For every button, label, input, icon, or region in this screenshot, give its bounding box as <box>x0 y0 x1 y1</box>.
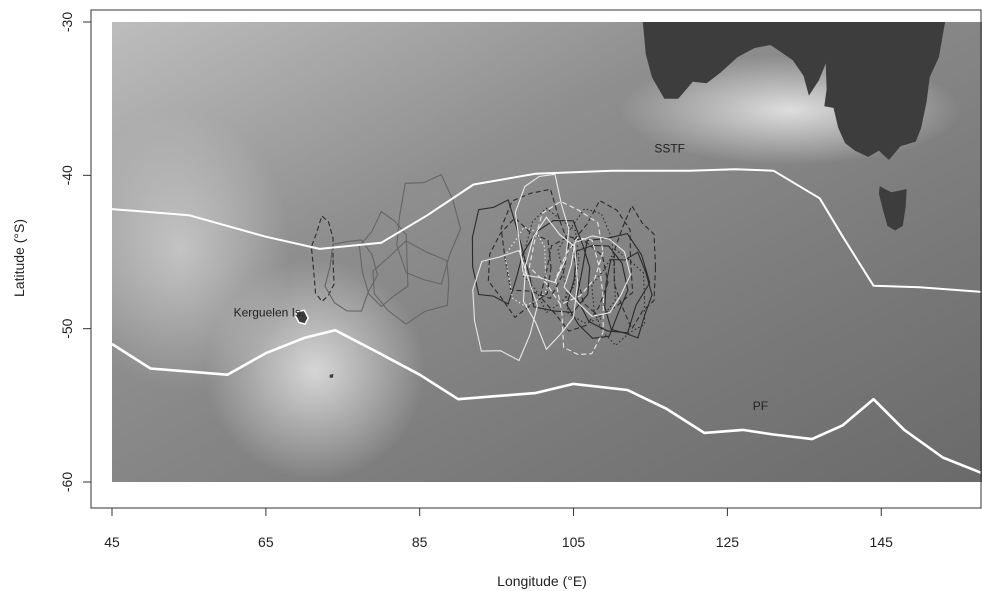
y-tick-label: -50 <box>59 318 75 338</box>
landmass-australia <box>642 22 982 160</box>
x-axis: 45 65 85 105 125 145 <box>104 507 894 550</box>
map-area: Kerguelen Is. SSTF PF <box>112 22 982 482</box>
map-label: SSTF <box>654 141 685 155</box>
shelf-shade-west <box>112 110 290 390</box>
home-range-contour <box>521 207 580 314</box>
y-tick-label: -30 <box>59 12 75 32</box>
x-tick-label: 105 <box>562 534 586 550</box>
front-line-sstf <box>112 168 982 293</box>
x-tick-label: 65 <box>258 534 274 550</box>
home-range-contour <box>554 237 604 356</box>
home-range-contour <box>591 248 646 347</box>
x-tick-label: 125 <box>716 534 740 550</box>
front-line-layer <box>112 168 982 475</box>
home-range-contour <box>396 173 462 285</box>
home-range-contour <box>372 240 450 325</box>
home-range-contour <box>500 188 570 300</box>
home-range-contour <box>514 173 570 284</box>
landmass-heard <box>329 373 334 378</box>
home-range-contour <box>563 235 631 317</box>
x-axis-label: Longitude (°E) <box>497 573 587 589</box>
x-tick-label: 145 <box>870 534 894 550</box>
contour-layer <box>310 173 657 362</box>
landmass-layer <box>295 22 982 378</box>
y-tick-label: -60 <box>59 472 75 492</box>
x-tick-label: 45 <box>104 534 120 550</box>
y-tick-label: -40 <box>59 165 75 185</box>
landmass-tasmania <box>878 186 907 231</box>
home-range-contour <box>576 232 651 334</box>
home-range-contour <box>566 244 629 339</box>
map-label: Kerguelen Is. <box>234 305 305 319</box>
front-line-pf <box>112 328 982 475</box>
map-label-layer: Kerguelen Is. SSTF PF <box>234 141 769 413</box>
home-range-contour <box>522 219 591 313</box>
home-range-contour <box>571 199 634 318</box>
home-range-contour <box>358 210 409 308</box>
y-axis-label: Latitude (°S) <box>11 219 27 297</box>
y-axis: -30 -40 -50 -60 <box>59 12 92 492</box>
home-range-contour <box>471 199 524 305</box>
home-range-contour <box>604 251 653 339</box>
map-label: PF <box>753 399 768 413</box>
landmass-kerguelen <box>295 309 310 325</box>
x-tick-label: 85 <box>412 534 428 550</box>
